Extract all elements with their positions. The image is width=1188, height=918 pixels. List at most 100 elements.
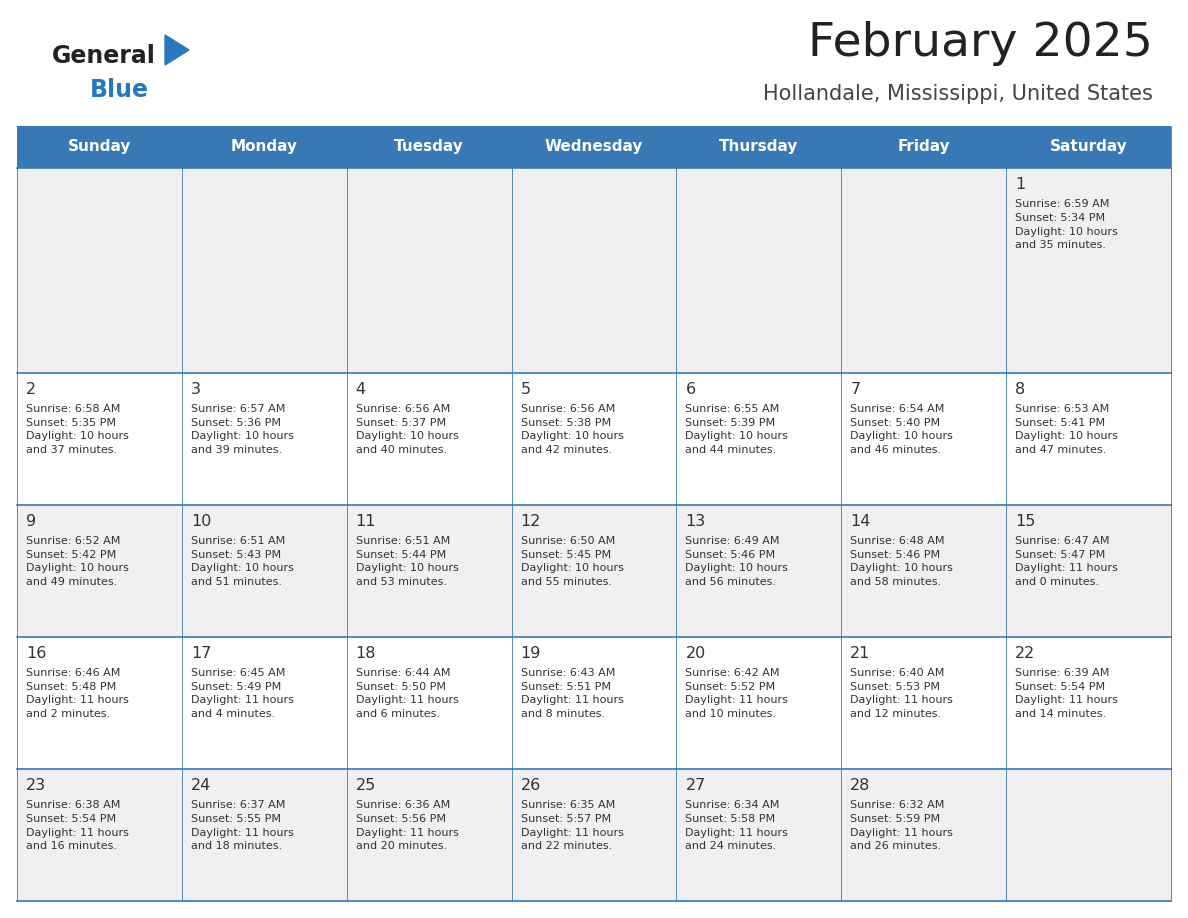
Text: Daylight: 10 hours: Daylight: 10 hours — [355, 431, 459, 442]
Text: and 6 minutes.: and 6 minutes. — [355, 710, 440, 720]
Text: February 2025: February 2025 — [808, 21, 1154, 66]
Text: Sunset: 5:58 PM: Sunset: 5:58 PM — [685, 813, 776, 823]
Text: and 16 minutes.: and 16 minutes. — [26, 841, 116, 851]
Text: 19: 19 — [520, 646, 541, 661]
Text: Sunrise: 6:34 AM: Sunrise: 6:34 AM — [685, 800, 779, 810]
Text: Sunset: 5:59 PM: Sunset: 5:59 PM — [851, 813, 941, 823]
Text: and 51 minutes.: and 51 minutes. — [191, 577, 282, 588]
Text: Daylight: 10 hours: Daylight: 10 hours — [26, 564, 128, 574]
Bar — [17, 769, 1171, 901]
Bar — [17, 505, 1171, 637]
Text: 15: 15 — [1015, 514, 1036, 529]
Text: Sunrise: 6:49 AM: Sunrise: 6:49 AM — [685, 536, 781, 546]
Text: 18: 18 — [355, 646, 377, 661]
Text: 24: 24 — [191, 778, 211, 793]
Text: and 46 minutes.: and 46 minutes. — [851, 445, 941, 455]
Text: 4: 4 — [355, 382, 366, 397]
Text: 26: 26 — [520, 778, 541, 793]
Text: Sunset: 5:47 PM: Sunset: 5:47 PM — [1015, 550, 1105, 560]
Text: and 42 minutes.: and 42 minutes. — [520, 445, 612, 455]
Text: Sunset: 5:54 PM: Sunset: 5:54 PM — [26, 813, 116, 823]
Text: Sunrise: 6:48 AM: Sunrise: 6:48 AM — [851, 536, 944, 546]
Text: Daylight: 10 hours: Daylight: 10 hours — [1015, 431, 1118, 442]
Text: and 49 minutes.: and 49 minutes. — [26, 577, 118, 588]
Text: and 56 minutes.: and 56 minutes. — [685, 577, 777, 588]
Text: Sunrise: 6:50 AM: Sunrise: 6:50 AM — [520, 536, 615, 546]
Text: 1: 1 — [1015, 177, 1025, 192]
Text: 3: 3 — [191, 382, 201, 397]
Text: Sunset: 5:49 PM: Sunset: 5:49 PM — [191, 682, 282, 691]
Text: Daylight: 10 hours: Daylight: 10 hours — [26, 431, 128, 442]
Text: Sunset: 5:35 PM: Sunset: 5:35 PM — [26, 418, 116, 428]
Text: Sunset: 5:45 PM: Sunset: 5:45 PM — [520, 550, 611, 560]
Text: and 47 minutes.: and 47 minutes. — [1015, 445, 1106, 455]
Text: and 10 minutes.: and 10 minutes. — [685, 710, 777, 720]
Text: 16: 16 — [26, 646, 46, 661]
Text: Sunset: 5:41 PM: Sunset: 5:41 PM — [1015, 418, 1105, 428]
Text: 21: 21 — [851, 646, 871, 661]
Text: Friday: Friday — [897, 140, 950, 154]
Text: Sunset: 5:39 PM: Sunset: 5:39 PM — [685, 418, 776, 428]
Text: Daylight: 11 hours: Daylight: 11 hours — [191, 827, 293, 837]
Text: and 0 minutes.: and 0 minutes. — [1015, 577, 1099, 588]
Bar — [17, 168, 1171, 373]
Text: Sunset: 5:40 PM: Sunset: 5:40 PM — [851, 418, 941, 428]
Text: Sunset: 5:56 PM: Sunset: 5:56 PM — [355, 813, 446, 823]
Text: Blue: Blue — [90, 78, 148, 102]
Text: Sunrise: 6:53 AM: Sunrise: 6:53 AM — [1015, 404, 1110, 414]
Text: and 55 minutes.: and 55 minutes. — [520, 577, 612, 588]
Text: Daylight: 11 hours: Daylight: 11 hours — [26, 696, 128, 705]
Text: Sunrise: 6:47 AM: Sunrise: 6:47 AM — [1015, 536, 1110, 546]
Text: Daylight: 10 hours: Daylight: 10 hours — [685, 431, 789, 442]
Text: and 44 minutes.: and 44 minutes. — [685, 445, 777, 455]
Bar — [17, 373, 1171, 505]
Text: Daylight: 11 hours: Daylight: 11 hours — [191, 696, 293, 705]
Text: 12: 12 — [520, 514, 541, 529]
Text: Sunrise: 6:56 AM: Sunrise: 6:56 AM — [520, 404, 615, 414]
Text: Daylight: 11 hours: Daylight: 11 hours — [851, 696, 953, 705]
Text: 8: 8 — [1015, 382, 1025, 397]
Text: Daylight: 11 hours: Daylight: 11 hours — [355, 827, 459, 837]
Text: and 26 minutes.: and 26 minutes. — [851, 841, 941, 851]
Text: Daylight: 10 hours: Daylight: 10 hours — [685, 564, 789, 574]
Text: Daylight: 11 hours: Daylight: 11 hours — [685, 696, 789, 705]
Text: 11: 11 — [355, 514, 377, 529]
Text: and 35 minutes.: and 35 minutes. — [1015, 241, 1106, 251]
Text: Sunrise: 6:46 AM: Sunrise: 6:46 AM — [26, 668, 120, 677]
Text: Sunset: 5:46 PM: Sunset: 5:46 PM — [685, 550, 776, 560]
Text: Daylight: 11 hours: Daylight: 11 hours — [355, 696, 459, 705]
Text: Sunset: 5:53 PM: Sunset: 5:53 PM — [851, 682, 940, 691]
Text: and 4 minutes.: and 4 minutes. — [191, 710, 274, 720]
Text: 7: 7 — [851, 382, 860, 397]
Text: General: General — [52, 44, 156, 68]
Text: Daylight: 11 hours: Daylight: 11 hours — [685, 827, 789, 837]
Text: Daylight: 11 hours: Daylight: 11 hours — [1015, 564, 1118, 574]
Text: Sunrise: 6:39 AM: Sunrise: 6:39 AM — [1015, 668, 1110, 677]
Text: and 18 minutes.: and 18 minutes. — [191, 841, 282, 851]
Text: and 22 minutes.: and 22 minutes. — [520, 841, 612, 851]
Text: Daylight: 10 hours: Daylight: 10 hours — [191, 431, 293, 442]
Text: Sunset: 5:43 PM: Sunset: 5:43 PM — [191, 550, 282, 560]
Text: 25: 25 — [355, 778, 375, 793]
Text: Sunrise: 6:59 AM: Sunrise: 6:59 AM — [1015, 199, 1110, 209]
Text: Sunrise: 6:51 AM: Sunrise: 6:51 AM — [191, 536, 285, 546]
Polygon shape — [165, 35, 189, 65]
Text: Sunrise: 6:52 AM: Sunrise: 6:52 AM — [26, 536, 120, 546]
Text: and 20 minutes.: and 20 minutes. — [355, 841, 447, 851]
Text: Sunset: 5:46 PM: Sunset: 5:46 PM — [851, 550, 941, 560]
Text: Sunrise: 6:38 AM: Sunrise: 6:38 AM — [26, 800, 120, 810]
Text: Sunset: 5:34 PM: Sunset: 5:34 PM — [1015, 213, 1105, 223]
Text: Sunrise: 6:45 AM: Sunrise: 6:45 AM — [191, 668, 285, 677]
Text: 14: 14 — [851, 514, 871, 529]
Text: and 8 minutes.: and 8 minutes. — [520, 710, 605, 720]
Text: Sunrise: 6:56 AM: Sunrise: 6:56 AM — [355, 404, 450, 414]
Text: Sunset: 5:48 PM: Sunset: 5:48 PM — [26, 682, 116, 691]
Text: Sunset: 5:57 PM: Sunset: 5:57 PM — [520, 813, 611, 823]
Text: 10: 10 — [191, 514, 211, 529]
Bar — [17, 126, 1171, 168]
Text: Thursday: Thursday — [719, 140, 798, 154]
Text: Sunrise: 6:57 AM: Sunrise: 6:57 AM — [191, 404, 285, 414]
Text: Daylight: 10 hours: Daylight: 10 hours — [520, 431, 624, 442]
Text: and 14 minutes.: and 14 minutes. — [1015, 710, 1106, 720]
Text: 17: 17 — [191, 646, 211, 661]
